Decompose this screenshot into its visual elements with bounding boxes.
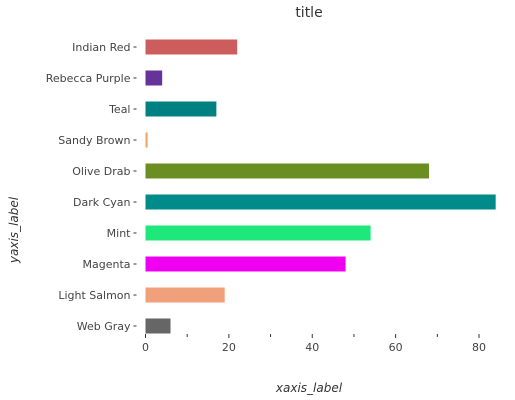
y-tick-label: Light Salmon (58, 289, 130, 302)
bars-group (145, 39, 496, 334)
x-axis-title: xaxis_label (275, 381, 343, 395)
y-tick-label: Sandy Brown (58, 134, 130, 147)
bar-light-salmon (145, 287, 225, 303)
chart-title: title (295, 5, 322, 21)
y-tick-label: Olive Drab (72, 165, 130, 178)
x-tick-label: 0 (142, 341, 149, 354)
bar-olive-drab (145, 163, 429, 179)
bar-indian-red (145, 39, 238, 55)
y-axis-title: yaxis_label (7, 196, 21, 264)
x-tick-label: 60 (389, 341, 403, 354)
y-tick-label: Teal (108, 103, 130, 116)
y-tick-label: Mint (107, 227, 132, 240)
y-tick-label: Dark Cyan (73, 196, 131, 209)
bar-web-gray (145, 318, 171, 334)
x-tick-label: 20 (222, 341, 236, 354)
y-tick-label: Rebecca Purple (46, 72, 131, 85)
bar-teal (145, 101, 217, 117)
bar-mint (145, 225, 371, 241)
x-axis-ticks: 0 20 40 60 80 (142, 334, 486, 354)
y-tick-label: Indian Red (72, 41, 130, 54)
bar-magenta (145, 256, 346, 272)
y-tick-label: Magenta (82, 258, 130, 271)
bar-dark-cyan (145, 194, 496, 210)
y-axis-ticks: Web Gray Light Salmon Magenta Mint Dark Cyan… (46, 41, 137, 333)
x-tick-label: 40 (305, 341, 319, 354)
x-tick-label: 80 (472, 341, 486, 354)
y-tick-label: Web Gray (77, 320, 131, 333)
bar-rebecca-purple (145, 70, 163, 86)
bar-sandy-brown (145, 132, 148, 148)
